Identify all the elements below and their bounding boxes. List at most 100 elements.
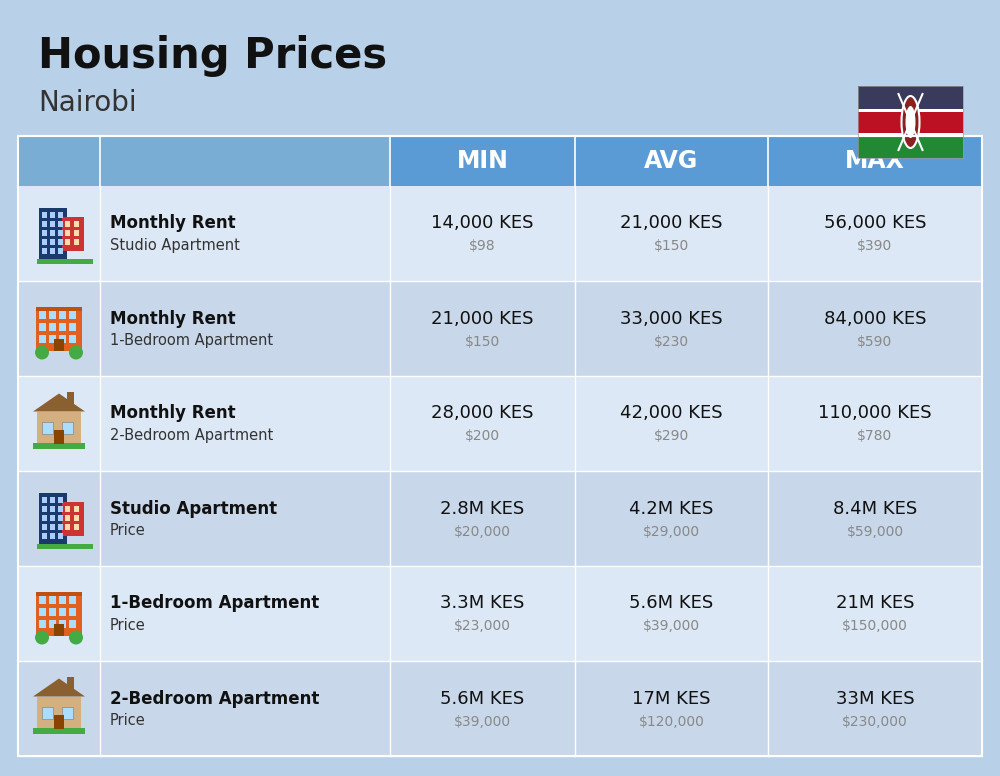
Ellipse shape — [902, 96, 920, 148]
Bar — [69, 334, 76, 342]
Bar — [50, 238, 55, 244]
Text: 2.8M KES: 2.8M KES — [440, 500, 525, 518]
Text: $150: $150 — [465, 334, 500, 348]
Text: $150,000: $150,000 — [842, 619, 908, 633]
Text: 5.6M KES: 5.6M KES — [629, 594, 714, 612]
Text: $590: $590 — [857, 334, 893, 348]
Bar — [18, 281, 982, 376]
Text: $290: $290 — [654, 429, 689, 444]
Bar — [858, 110, 963, 134]
Text: 14,000 KES: 14,000 KES — [431, 214, 534, 233]
Text: 42,000 KES: 42,000 KES — [620, 404, 723, 422]
Bar — [18, 136, 982, 756]
Text: $150: $150 — [654, 240, 689, 254]
Bar — [858, 109, 963, 112]
Text: $780: $780 — [857, 429, 893, 444]
Bar — [858, 134, 963, 158]
Bar — [58, 220, 63, 227]
Bar — [58, 524, 63, 529]
Bar — [50, 524, 55, 529]
Bar — [18, 566, 982, 661]
Text: $230: $230 — [654, 334, 689, 348]
Bar — [59, 619, 66, 628]
Text: $120,000: $120,000 — [639, 715, 704, 729]
Text: Housing Prices: Housing Prices — [38, 35, 387, 77]
Text: 5.6M KES: 5.6M KES — [440, 690, 525, 708]
Text: 3.3M KES: 3.3M KES — [440, 594, 525, 612]
Bar — [39, 608, 46, 615]
Bar — [65, 230, 70, 235]
Bar — [74, 230, 79, 235]
Polygon shape — [33, 393, 85, 411]
Bar — [74, 238, 79, 244]
Text: 56,000 KES: 56,000 KES — [824, 214, 926, 233]
Bar — [59, 334, 66, 342]
Bar — [42, 497, 47, 503]
Bar — [74, 220, 79, 227]
Bar — [33, 442, 85, 449]
Bar — [36, 591, 82, 595]
Text: Nairobi: Nairobi — [38, 89, 137, 117]
Bar — [58, 497, 63, 503]
Bar — [58, 248, 63, 254]
Bar — [49, 619, 56, 628]
Text: 21,000 KES: 21,000 KES — [431, 310, 534, 327]
Text: MIN: MIN — [457, 149, 508, 173]
Bar — [69, 310, 76, 318]
Text: 17M KES: 17M KES — [632, 690, 711, 708]
Bar — [39, 310, 46, 318]
Bar — [65, 238, 70, 244]
Text: $59,000: $59,000 — [846, 525, 904, 539]
Bar — [65, 514, 70, 521]
Bar — [67, 392, 74, 404]
Bar — [42, 248, 47, 254]
Text: 21,000 KES: 21,000 KES — [620, 214, 723, 233]
Text: $390: $390 — [857, 240, 893, 254]
Bar — [36, 307, 82, 310]
Text: 2-Bedroom Apartment: 2-Bedroom Apartment — [110, 428, 273, 443]
Text: Studio Apartment: Studio Apartment — [110, 500, 277, 518]
Bar — [62, 501, 84, 535]
Bar — [37, 543, 93, 549]
Bar — [58, 532, 63, 539]
Text: $98: $98 — [469, 240, 496, 254]
Text: $200: $200 — [465, 429, 500, 444]
Bar — [39, 323, 46, 331]
Text: AVG: AVG — [644, 149, 699, 173]
Bar — [33, 728, 85, 733]
Bar — [58, 212, 63, 217]
Bar — [50, 212, 55, 217]
Text: 21M KES: 21M KES — [836, 594, 914, 612]
Text: 28,000 KES: 28,000 KES — [431, 404, 534, 422]
Bar — [69, 619, 76, 628]
Text: Monthly Rent: Monthly Rent — [110, 214, 236, 233]
Text: 8.4M KES: 8.4M KES — [833, 500, 917, 518]
Bar — [858, 86, 963, 158]
Bar — [36, 307, 82, 351]
Bar — [74, 505, 79, 511]
Bar — [74, 514, 79, 521]
Bar — [42, 505, 47, 511]
Bar — [858, 86, 963, 110]
Bar — [59, 310, 66, 318]
Bar — [42, 524, 47, 529]
Text: 2-Bedroom Apartment: 2-Bedroom Apartment — [110, 690, 319, 708]
Bar — [69, 323, 76, 331]
Bar — [58, 230, 63, 235]
Bar — [59, 323, 66, 331]
Bar — [58, 505, 63, 511]
Text: Price: Price — [110, 713, 146, 728]
Bar — [39, 595, 46, 604]
Polygon shape — [33, 678, 85, 697]
Text: 1-Bedroom Apartment: 1-Bedroom Apartment — [110, 333, 273, 348]
Text: 33,000 KES: 33,000 KES — [620, 310, 723, 327]
Bar — [65, 524, 70, 529]
Bar — [50, 220, 55, 227]
Ellipse shape — [906, 106, 916, 138]
Bar — [18, 136, 390, 186]
Bar — [50, 505, 55, 511]
Bar — [65, 220, 70, 227]
Bar — [42, 532, 47, 539]
Text: 110,000 KES: 110,000 KES — [818, 404, 932, 422]
Bar — [59, 608, 66, 615]
